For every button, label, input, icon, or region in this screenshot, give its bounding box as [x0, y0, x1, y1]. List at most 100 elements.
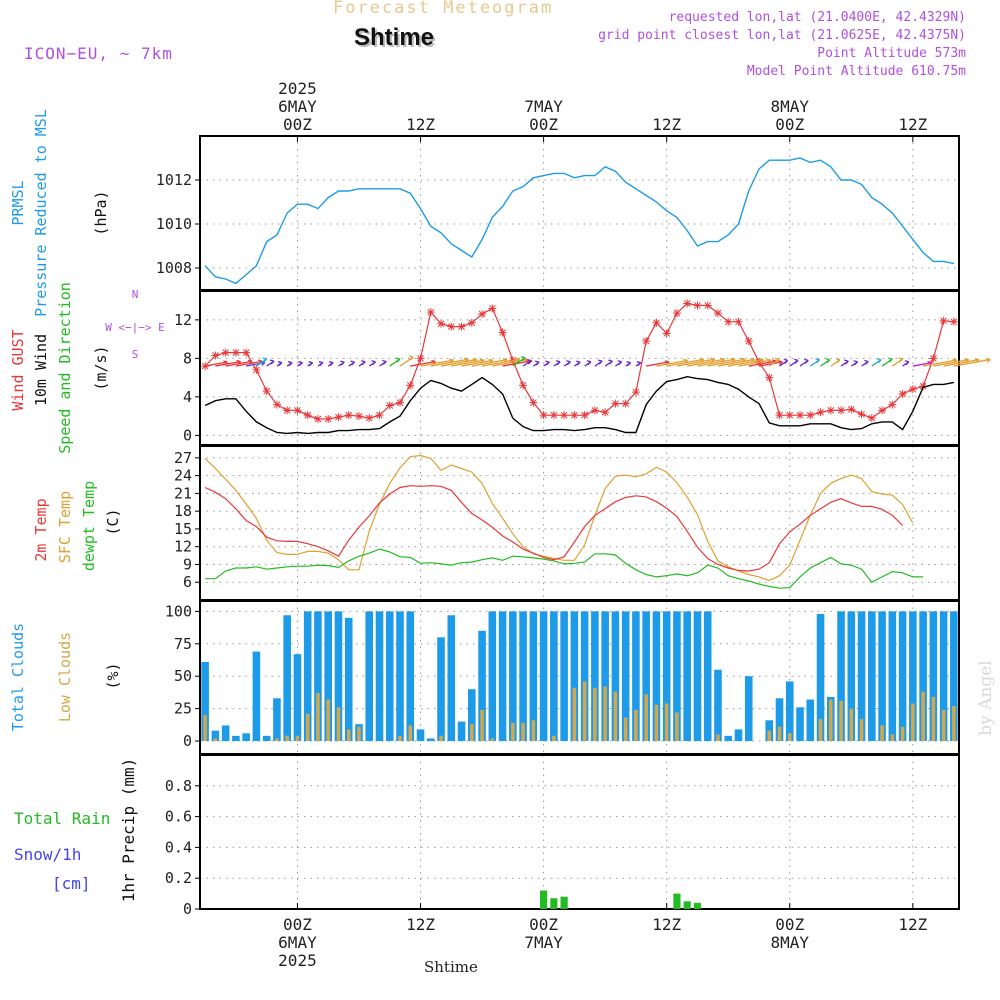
total-cloud-bar: [632, 611, 640, 742]
low-cloud-bar: [295, 735, 300, 742]
wind-arrow-head: [815, 358, 820, 364]
low-cloud-bar: [880, 725, 884, 742]
total-cloud-bar: [396, 611, 404, 742]
rain-label: Total Rain: [14, 809, 110, 828]
total-cloud-bar: [293, 654, 302, 742]
rain-bar: [550, 898, 558, 909]
wind-arrow-head: [876, 358, 882, 364]
wind-arrow-head: [262, 357, 268, 363]
dewpt-line: [205, 548, 924, 589]
chart-supertitle: Forecast Meteogram: [333, 0, 554, 18]
low-cloud-bar: [952, 706, 956, 742]
total-cloud-bar: [816, 613, 825, 742]
wind-arrow-head: [888, 357, 893, 363]
y-tick-label: 75: [174, 635, 192, 653]
snow-label: Snow/1h: [14, 845, 81, 864]
gust-point: [826, 406, 835, 415]
gust-point: [334, 413, 343, 422]
gust-point: [672, 309, 681, 318]
gust-point: [426, 308, 435, 317]
total-cloud-bar: [385, 611, 394, 742]
wind-direction-arrow: [922, 359, 957, 367]
low-cloud-bar: [490, 738, 495, 742]
gust-point: [447, 322, 456, 331]
gust-point: [734, 317, 743, 326]
gust-point: [857, 410, 866, 419]
total-cloud-bar: [929, 611, 938, 742]
low-cloud-bar: [931, 696, 936, 742]
rain-bar: [560, 896, 568, 909]
y-tick-label: 4: [183, 388, 192, 406]
wind-arrow-head: [853, 360, 859, 366]
x-tick-label: 12Z: [406, 115, 435, 134]
total-cloud-bar: [693, 611, 702, 742]
gust-point: [898, 389, 907, 398]
x-tick-label: 00Z: [283, 115, 312, 134]
gust-point: [437, 319, 446, 328]
gust-point: [631, 388, 640, 397]
gust-point: [406, 381, 415, 390]
wind-arrow-head: [350, 360, 355, 366]
gust-point: [262, 387, 271, 396]
gust-point: [457, 322, 466, 331]
y-tick-label: 0: [183, 732, 192, 750]
total-cloud-bar: [375, 611, 384, 742]
wind-direction-arrow: [235, 360, 263, 367]
total-cloud-bar: [714, 669, 722, 742]
low-cloud-bar: [511, 722, 515, 742]
total-cloud-bar: [785, 681, 794, 742]
total-cloud-bar: [806, 699, 815, 742]
panel-frame: [199, 135, 960, 291]
x-tick-label: 2025: [278, 79, 317, 98]
wind-arrow-head: [617, 360, 623, 366]
gust-point: [529, 398, 538, 407]
y-tick-label: 1008: [156, 259, 192, 277]
gust-point: [847, 405, 856, 414]
total-cloud-bar: [539, 611, 548, 742]
wind-direction-arrow: [225, 360, 253, 367]
gust-point: [590, 406, 599, 415]
prmsl-line: [204, 157, 955, 285]
wind-direction-arrow: [933, 359, 969, 367]
total-cloud-bar: [570, 611, 579, 742]
y-tick-label: 50: [174, 667, 192, 685]
gust-point: [385, 401, 394, 410]
low-cloud-bar: [305, 713, 310, 742]
gust-point: [303, 411, 312, 420]
total-cloud-bar: [273, 698, 281, 742]
total-cloud-bar: [703, 611, 712, 742]
x-tick-label: 00Z: [529, 915, 558, 934]
low-cloud-bar: [213, 738, 218, 742]
compass-west-east: W <−|−> E: [105, 321, 165, 334]
y-tick-label: 12: [174, 311, 192, 329]
y-tick-label: 21: [174, 484, 192, 502]
gust-point: [467, 318, 476, 327]
gust-point: [601, 408, 610, 417]
gust-point: [375, 411, 384, 420]
total-cloud-bar: [898, 611, 907, 742]
x-tick-label: 6MAY: [278, 97, 317, 116]
gust-point: [744, 337, 753, 346]
wind-unit: (m/s): [92, 345, 110, 390]
low-cloud-bar: [788, 733, 792, 742]
sfc-temp-line: [204, 454, 914, 582]
gust-point: [867, 414, 876, 423]
total-cloud-bar: [611, 611, 620, 742]
compass-south: S: [132, 348, 139, 361]
gust-point: [816, 408, 825, 417]
low-cloud-bar: [921, 691, 925, 742]
x-tick-label: 00Z: [529, 115, 558, 134]
sfc-label: SFC Temp: [56, 491, 74, 563]
total-cloud-bar: [847, 611, 856, 742]
total-cloud-bar: [744, 676, 753, 742]
model-altitude: Model Point Altitude 610.75m: [746, 64, 966, 79]
low-cloud-bar: [849, 708, 854, 742]
gridpoint-coords: grid point closest lon,lat (21.0625E, 42…: [598, 28, 966, 43]
total-cloud-bar: [683, 611, 691, 742]
gust-point: [703, 301, 712, 310]
rain-bar: [540, 890, 548, 909]
wind-direction-arrow: [738, 359, 771, 367]
wind-arrow-head: [844, 359, 849, 365]
y-tick-label: 18: [174, 502, 192, 520]
